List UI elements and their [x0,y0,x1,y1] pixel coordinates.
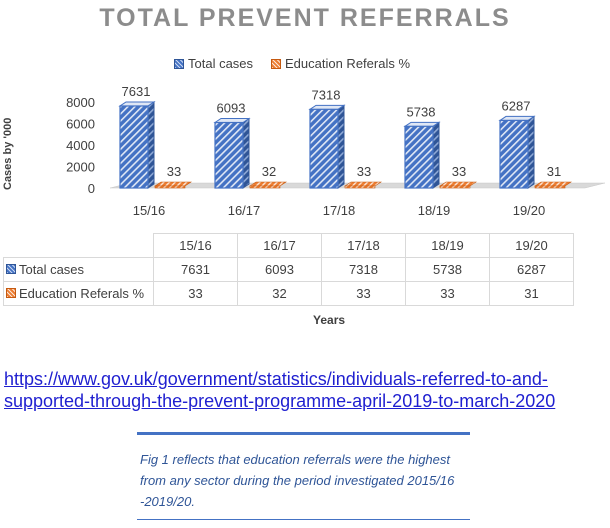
data-label-total-cases: 6093 [217,101,246,116]
data-label-total-cases: 5738 [407,104,436,119]
table-swatch-total-cases [6,264,16,275]
data-table-cell: 33 [405,281,490,306]
figure-caption: Fig 1 reflects that education referrals … [140,452,455,509]
data-table-row-education-referals: Education Referals % 33 32 33 33 31 [3,281,574,306]
data-table-header-cell: 19/20 [489,233,574,258]
data-table-cell: 6093 [237,257,322,282]
x-tick-label: 16/17 [228,203,261,218]
bar-total-cases [499,119,529,189]
bar-education-referals-top [154,181,192,187]
bar-education-referals-top [344,181,382,187]
data-label-education-referals: 33 [452,164,466,179]
bar-education-referals [344,185,376,189]
data-label-education-referals: 31 [547,164,561,179]
data-table-cell: 32 [237,281,322,306]
data-table-row-total-cases: Total cases 7631 6093 7318 5738 6287 [3,257,574,282]
bar-total-cases [404,125,434,189]
y-tick-label: 8000 [66,95,95,110]
x-axis-label: Years [313,313,346,327]
row-label-total-cases: Total cases [19,261,85,277]
y-tick-label: 4000 [66,138,95,153]
data-table-cell: 5738 [405,257,490,282]
legend-swatch-total-cases [174,58,184,69]
legend-education-referals: Education Referals % [271,56,410,71]
data-table-header-cell: 17/18 [321,233,406,258]
bar-education-referals [439,185,471,189]
bar-education-referals-top [439,181,477,187]
data-table-cell: 33 [321,281,406,306]
y-tick-label: 6000 [66,117,95,132]
data-table-cell: 31 [489,281,574,306]
bar-total-cases-side [242,117,250,189]
data-table: 15/16 16/17 17/18 18/19 19/20 Total case… [3,233,574,306]
data-table-cell: 33 [153,281,238,306]
bar-total-cases-side [337,104,345,189]
data-table-corner [3,233,154,258]
data-table-cell: 7318 [321,257,406,282]
legend-label-education-referals: Education Referals % [285,56,411,71]
bar-education-referals [534,185,566,189]
bar-total-cases-side [432,121,440,189]
x-tick-label: 18/19 [418,203,451,218]
legend-label-total-cases: Total cases [188,56,254,71]
row-label-education-referals: Education Referals % [19,285,145,301]
data-table-header-cell: 16/17 [237,233,322,258]
data-label-education-referals: 33 [167,164,181,179]
data-table-row-label: Total cases [3,257,154,282]
legend-swatch-education-referals [271,58,281,69]
chart-title: TOTAL PREVENT REFERRALS [99,4,511,32]
data-table-row-label: Education Referals % [3,281,154,306]
y-tick-label: 2000 [66,160,95,175]
data-table-cell: 6287 [489,257,574,282]
y-tick-label: 0 [88,181,95,196]
data-label-education-referals: 33 [357,164,371,179]
bar-chart: 0 2000 4000 6000 8000 7631 33 15/16 6093 32 16/17… [66,84,606,218]
x-tick-label: 17/18 [323,203,356,218]
data-table-cell: 7631 [153,257,238,282]
bar-education-referals-top [249,181,287,187]
data-table-header-cell: 15/16 [153,233,238,258]
data-label-total-cases: 7318 [312,87,341,102]
data-table-header-row: 15/16 16/17 17/18 18/19 19/20 [3,233,574,258]
data-label-total-cases: 7631 [122,84,151,99]
bar-total-cases [309,108,339,189]
bar-education-referals [249,185,281,189]
x-tick-label: 15/16 [133,203,166,218]
bar-total-cases-side [527,115,535,189]
bar-education-referals [154,185,186,189]
data-label-total-cases: 6287 [502,98,531,113]
bar-total-cases-side [147,101,155,189]
data-table-header-cell: 18/19 [405,233,490,258]
source-link[interactable]: https://www.gov.uk/government/statistics… [4,369,556,411]
x-tick-label: 19/20 [513,203,546,218]
legend-total-cases: Total cases [174,56,253,71]
bar-total-cases [214,121,244,189]
data-label-education-referals: 32 [262,164,276,179]
table-swatch-education-referals [6,288,16,299]
bar-total-cases [119,105,149,189]
caption-box: Fig 1 reflects that education referrals … [137,432,470,520]
bar-education-referals-top [534,181,572,187]
